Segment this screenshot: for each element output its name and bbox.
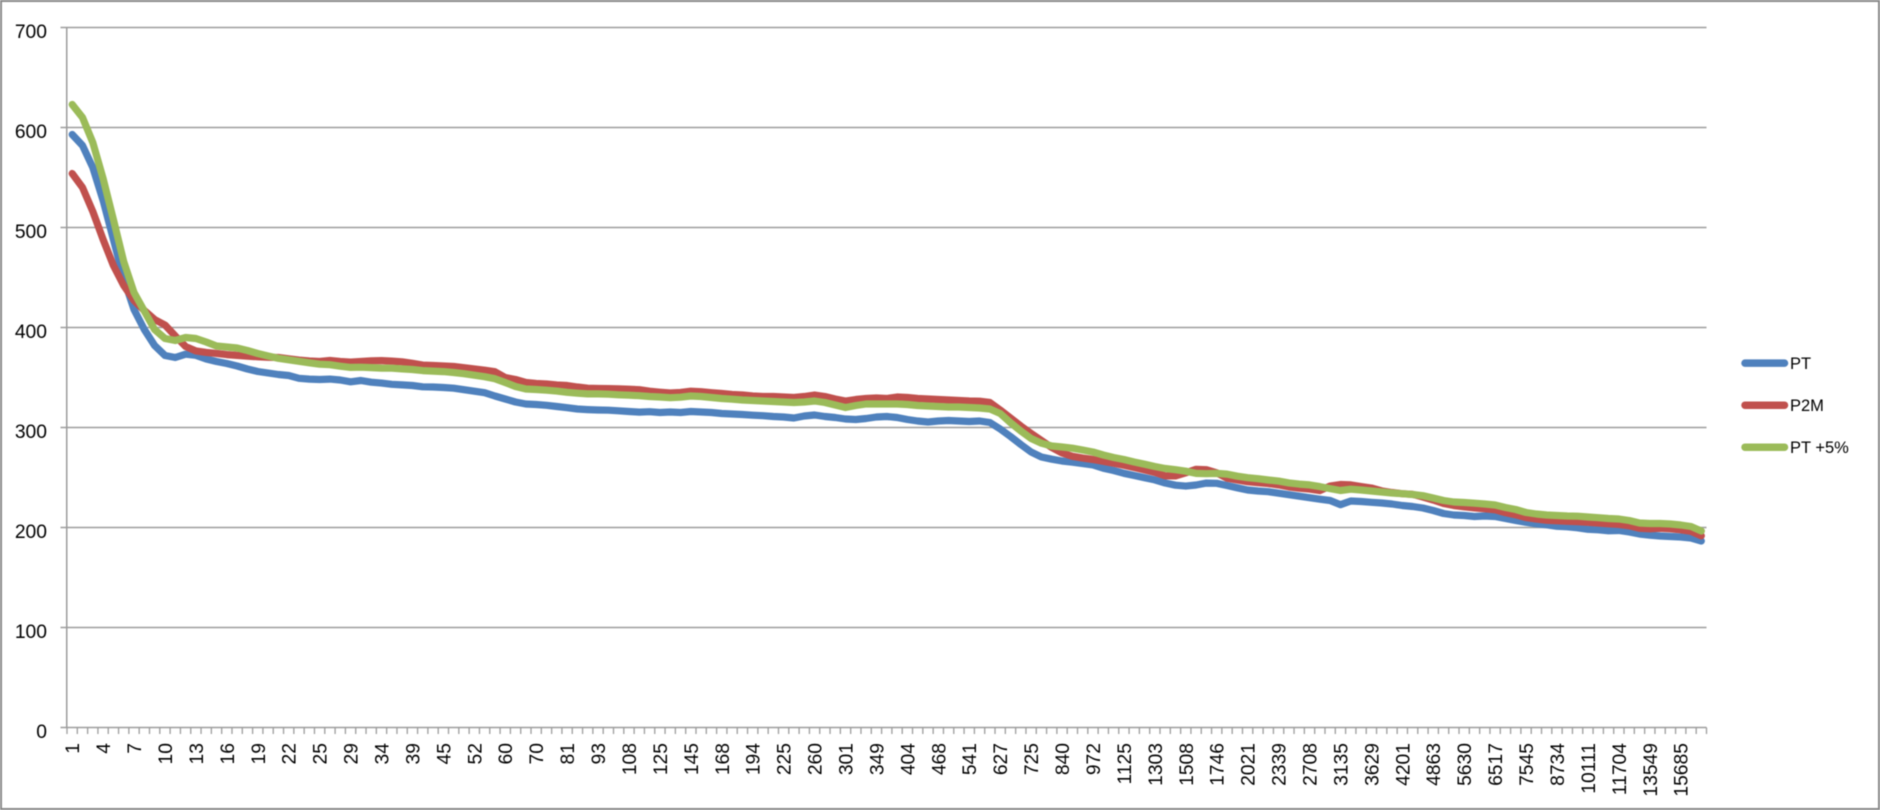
svg-text:P2M: P2M	[1790, 397, 1824, 415]
svg-text:8734: 8734	[1548, 743, 1569, 786]
svg-text:70: 70	[527, 743, 548, 764]
svg-text:4863: 4863	[1424, 743, 1445, 786]
svg-text:108: 108	[620, 743, 641, 775]
svg-text:11704: 11704	[1610, 743, 1631, 795]
svg-text:34: 34	[373, 743, 394, 765]
svg-text:468: 468	[929, 743, 950, 775]
svg-text:25: 25	[311, 743, 332, 764]
svg-text:349: 349	[867, 743, 888, 775]
svg-text:PT +5%: PT +5%	[1790, 439, 1849, 457]
svg-text:16: 16	[218, 743, 239, 764]
svg-text:541: 541	[960, 743, 981, 775]
svg-text:1508: 1508	[1177, 743, 1198, 786]
svg-text:145: 145	[682, 743, 703, 775]
svg-text:45: 45	[434, 743, 455, 764]
svg-text:168: 168	[713, 743, 734, 775]
svg-text:1303: 1303	[1146, 743, 1167, 786]
svg-text:1: 1	[63, 743, 84, 754]
svg-text:5630: 5630	[1455, 743, 1476, 786]
svg-text:19: 19	[249, 743, 270, 764]
svg-text:125: 125	[651, 743, 672, 775]
svg-text:627: 627	[991, 743, 1012, 775]
svg-text:260: 260	[806, 743, 827, 775]
svg-text:200: 200	[15, 522, 47, 543]
svg-text:404: 404	[898, 743, 919, 775]
svg-text:4: 4	[94, 743, 115, 754]
svg-text:13: 13	[187, 743, 208, 764]
svg-text:2021: 2021	[1239, 743, 1260, 786]
svg-text:194: 194	[744, 743, 765, 775]
svg-text:4201: 4201	[1393, 743, 1414, 786]
svg-text:60: 60	[496, 743, 517, 764]
svg-text:52: 52	[465, 743, 486, 764]
svg-text:2339: 2339	[1270, 743, 1291, 786]
svg-text:22: 22	[280, 743, 301, 764]
svg-text:93: 93	[589, 743, 610, 764]
svg-text:29: 29	[342, 743, 363, 764]
svg-text:7545: 7545	[1517, 743, 1538, 786]
svg-text:400: 400	[15, 322, 47, 343]
svg-text:840: 840	[1053, 743, 1074, 775]
svg-text:225: 225	[775, 743, 796, 775]
svg-text:3135: 3135	[1331, 743, 1352, 786]
svg-text:PT: PT	[1790, 355, 1811, 373]
svg-text:0: 0	[36, 722, 47, 743]
svg-text:39: 39	[403, 743, 424, 764]
svg-text:13549: 13549	[1641, 743, 1662, 797]
svg-text:6517: 6517	[1486, 743, 1507, 786]
svg-text:1746: 1746	[1208, 743, 1229, 786]
svg-text:600: 600	[15, 122, 47, 143]
svg-text:725: 725	[1022, 743, 1043, 775]
svg-text:972: 972	[1084, 743, 1105, 775]
svg-text:1125: 1125	[1115, 743, 1136, 784]
svg-text:10: 10	[156, 743, 177, 764]
svg-text:7: 7	[125, 743, 146, 754]
svg-text:300: 300	[15, 422, 47, 443]
svg-text:10111: 10111	[1579, 743, 1600, 794]
svg-text:301: 301	[837, 743, 858, 775]
svg-text:15685: 15685	[1672, 743, 1693, 797]
svg-text:81: 81	[558, 743, 579, 764]
svg-text:2708: 2708	[1301, 743, 1322, 786]
svg-text:100: 100	[15, 622, 47, 643]
svg-text:3629: 3629	[1362, 743, 1383, 786]
svg-text:700: 700	[15, 22, 47, 43]
svg-text:500: 500	[15, 222, 47, 243]
